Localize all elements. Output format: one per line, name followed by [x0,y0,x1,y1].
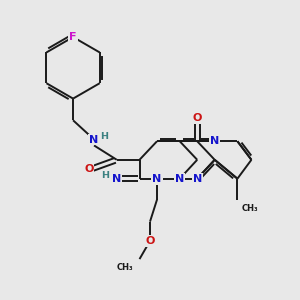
Text: N: N [89,134,98,145]
Text: H: H [100,132,109,141]
Text: O: O [145,236,155,246]
Text: N: N [152,174,162,184]
Text: O: O [193,113,202,123]
Text: N: N [193,174,202,184]
Text: N: N [112,174,122,184]
Text: F: F [69,32,77,42]
Text: H: H [102,171,110,180]
Text: CH₃: CH₃ [117,263,133,272]
Text: N: N [175,174,184,184]
Text: O: O [84,164,94,174]
Text: CH₃: CH₃ [242,204,258,213]
Text: N: N [210,136,219,146]
